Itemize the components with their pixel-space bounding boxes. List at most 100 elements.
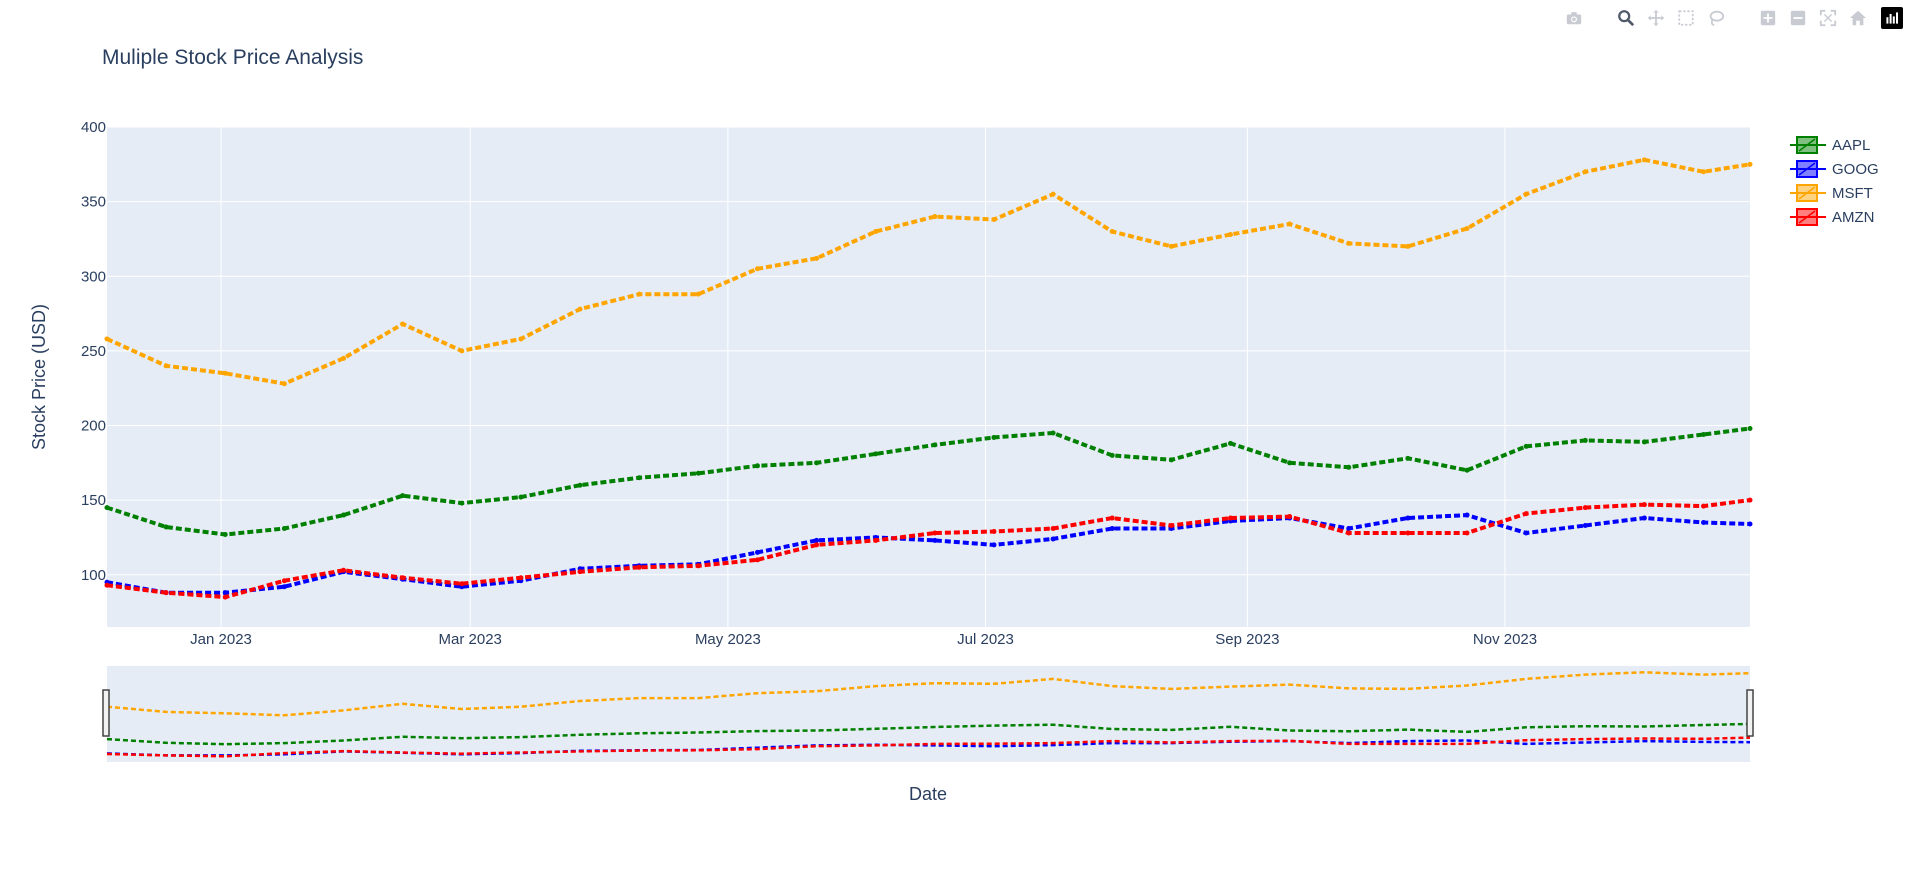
data-point-aapl[interactable]: [695, 470, 701, 476]
data-point-msft[interactable]: [1346, 240, 1352, 246]
data-point-aapl[interactable]: [1747, 425, 1753, 431]
data-point-msft[interactable]: [1464, 225, 1470, 231]
data-point-aapl[interactable]: [1050, 430, 1056, 436]
plotly-logo-icon[interactable]: [1881, 7, 1903, 29]
data-point-aapl[interactable]: [1641, 439, 1647, 445]
data-point-aapl[interactable]: [577, 482, 583, 488]
data-point-aapl[interactable]: [754, 463, 760, 469]
data-point-aapl[interactable]: [518, 494, 524, 500]
data-point-msft[interactable]: [814, 255, 820, 261]
data-point-aapl[interactable]: [1287, 460, 1293, 466]
data-point-amzn[interactable]: [341, 567, 347, 573]
data-point-amzn[interactable]: [163, 590, 169, 596]
slider-line-aapl[interactable]: [106, 722, 1751, 746]
legend-item-amzn[interactable]: AMZN: [1790, 208, 1875, 226]
data-point-msft[interactable]: [991, 217, 997, 223]
data-point-goog[interactable]: [1050, 536, 1056, 542]
data-point-msft[interactable]: [341, 355, 347, 361]
data-point-amzn[interactable]: [1287, 514, 1293, 520]
data-point-aapl[interactable]: [1109, 452, 1115, 458]
data-point-msft[interactable]: [695, 291, 701, 297]
data-point-aapl[interactable]: [222, 531, 228, 537]
data-point-amzn[interactable]: [1464, 530, 1470, 536]
data-point-aapl[interactable]: [1227, 440, 1233, 446]
data-point-aapl[interactable]: [1582, 437, 1588, 443]
data-point-aapl[interactable]: [991, 434, 997, 440]
zoom-icon[interactable]: [1611, 6, 1641, 30]
lasso-icon[interactable]: [1701, 6, 1731, 30]
data-point-goog[interactable]: [932, 537, 938, 543]
data-point-amzn[interactable]: [754, 557, 760, 563]
data-point-goog[interactable]: [1346, 525, 1352, 531]
data-point-msft[interactable]: [577, 306, 583, 312]
data-point-aapl[interactable]: [873, 451, 879, 457]
data-point-msft[interactable]: [1109, 228, 1115, 234]
zoom-in-icon[interactable]: [1753, 6, 1783, 30]
data-point-amzn[interactable]: [281, 578, 287, 584]
data-point-amzn[interactable]: [991, 528, 997, 534]
data-point-aapl[interactable]: [341, 512, 347, 518]
data-point-msft[interactable]: [281, 381, 287, 387]
data-point-msft[interactable]: [932, 214, 938, 220]
data-point-msft[interactable]: [1582, 169, 1588, 175]
data-point-goog[interactable]: [1701, 520, 1707, 526]
data-point-goog[interactable]: [814, 537, 820, 543]
data-point-aapl[interactable]: [636, 475, 642, 481]
data-point-goog[interactable]: [1523, 530, 1529, 536]
data-point-aapl[interactable]: [400, 493, 406, 499]
data-point-amzn[interactable]: [1109, 515, 1115, 521]
data-point-msft[interactable]: [1287, 221, 1293, 227]
data-point-msft[interactable]: [1701, 169, 1707, 175]
data-point-aapl[interactable]: [163, 524, 169, 530]
camera-icon[interactable]: [1559, 6, 1589, 30]
data-point-amzn[interactable]: [400, 575, 406, 581]
data-point-msft[interactable]: [400, 321, 406, 327]
slider-line-msft[interactable]: [106, 671, 1751, 717]
main-series-group[interactable]: [104, 157, 1753, 600]
data-point-msft[interactable]: [163, 363, 169, 369]
legend-item-aapl[interactable]: AAPL: [1790, 136, 1870, 154]
data-point-aapl[interactable]: [1464, 467, 1470, 473]
data-point-msft[interactable]: [104, 336, 110, 342]
data-point-aapl[interactable]: [814, 460, 820, 466]
autoscale-icon[interactable]: [1813, 6, 1843, 30]
data-point-goog[interactable]: [1641, 515, 1647, 521]
data-point-amzn[interactable]: [518, 575, 524, 581]
data-point-goog[interactable]: [1582, 523, 1588, 529]
home-icon[interactable]: [1843, 6, 1873, 30]
data-point-goog[interactable]: [754, 549, 760, 555]
data-point-amzn[interactable]: [1405, 530, 1411, 536]
data-point-amzn[interactable]: [932, 530, 938, 536]
data-point-aapl[interactable]: [1523, 443, 1529, 449]
data-point-msft[interactable]: [873, 228, 879, 234]
data-point-msft[interactable]: [518, 336, 524, 342]
data-point-msft[interactable]: [754, 266, 760, 272]
data-point-aapl[interactable]: [1701, 431, 1707, 437]
data-point-msft[interactable]: [636, 291, 642, 297]
data-point-amzn[interactable]: [1582, 505, 1588, 511]
data-point-msft[interactable]: [1523, 191, 1529, 197]
data-point-aapl[interactable]: [459, 500, 465, 506]
data-point-amzn[interactable]: [1523, 511, 1529, 517]
data-point-amzn[interactable]: [1701, 503, 1707, 509]
data-point-msft[interactable]: [1050, 191, 1056, 197]
legend-item-msft[interactable]: MSFT: [1790, 184, 1873, 202]
data-point-amzn[interactable]: [459, 581, 465, 587]
data-point-msft[interactable]: [1168, 243, 1174, 249]
data-point-msft[interactable]: [1227, 231, 1233, 237]
data-point-amzn[interactable]: [1050, 525, 1056, 531]
data-point-msft[interactable]: [1747, 161, 1753, 167]
data-point-amzn[interactable]: [222, 594, 228, 600]
data-point-msft[interactable]: [1405, 243, 1411, 249]
data-point-goog[interactable]: [1747, 521, 1753, 527]
data-point-aapl[interactable]: [1405, 455, 1411, 461]
series-line-msft[interactable]: [106, 157, 1751, 386]
series-line-amzn[interactable]: [106, 498, 1751, 600]
data-point-goog[interactable]: [991, 542, 997, 548]
data-point-amzn[interactable]: [1227, 515, 1233, 521]
rangeslider-handle-left[interactable]: [102, 689, 110, 737]
data-point-amzn[interactable]: [577, 569, 583, 575]
data-point-amzn[interactable]: [1346, 530, 1352, 536]
data-point-amzn[interactable]: [104, 582, 110, 588]
